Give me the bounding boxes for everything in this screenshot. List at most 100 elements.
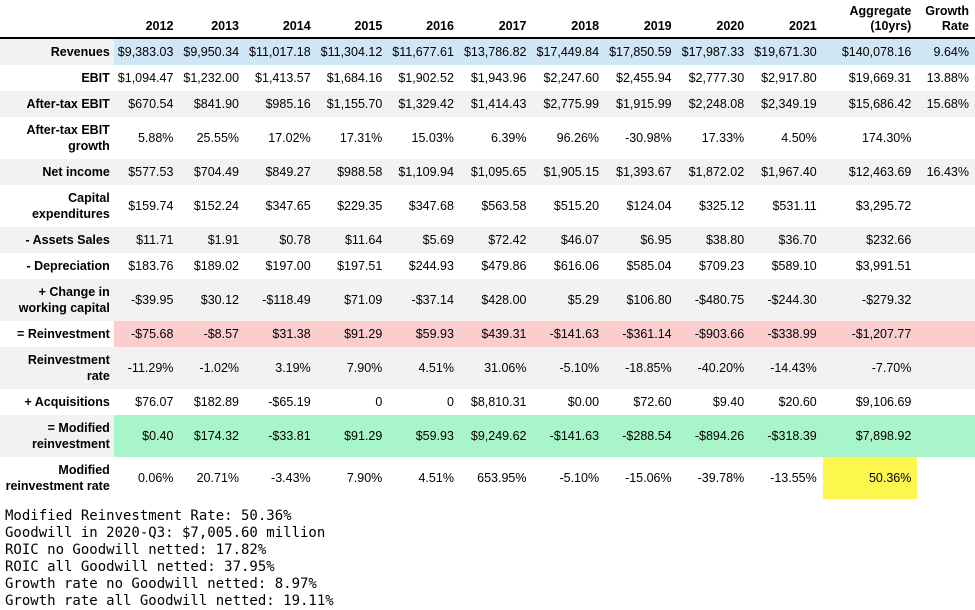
data-cell: -$480.75 <box>677 279 751 321</box>
row-label: Revenues <box>0 38 114 65</box>
data-cell: $479.86 <box>459 253 533 279</box>
data-cell: $59.93 <box>388 415 460 457</box>
note-line: Modified Reinvestment Rate: 50.36% <box>5 508 292 524</box>
data-cell: $439.31 <box>459 321 533 347</box>
financial-table: 2012 2013 2014 2015 2016 2017 2018 2019 2020 2021… <box>0 0 975 499</box>
data-cell: $124.04 <box>605 185 678 227</box>
data-cell: -5.10% <box>532 347 606 389</box>
data-cell: $2,917.80 <box>750 65 823 91</box>
column-header-2014: 2014 <box>245 0 317 39</box>
data-cell: $0.78 <box>245 227 317 253</box>
data-cell: $0.00 <box>532 389 606 415</box>
data-cell <box>917 415 975 457</box>
table-row-modified-reinvestment: = Modified reinvestment $0.40 $174.32 -$33.… <box>0 415 975 457</box>
data-cell: $985.16 <box>245 91 317 117</box>
data-cell: $3,295.72 <box>822 185 918 227</box>
data-cell: -$33.81 <box>245 415 317 457</box>
data-cell: 17.33% <box>677 117 751 159</box>
row-label: - Depreciation <box>0 253 114 279</box>
data-cell: $1,902.52 <box>388 65 460 91</box>
data-cell: 16.43% <box>917 159 975 185</box>
data-cell: $347.65 <box>245 185 317 227</box>
data-cell: $11,017.18 <box>245 38 317 65</box>
column-header-2015: 2015 <box>316 0 389 39</box>
data-cell: 17.31% <box>316 117 389 159</box>
column-header-2012: 2012 <box>113 0 180 39</box>
data-cell: -$141.63 <box>532 321 606 347</box>
data-cell: $11.71 <box>113 227 180 253</box>
table-row-revenues: Revenues $9,383.03 $9,950.34 $11,017.18 $11,… <box>0 38 975 65</box>
data-cell: -$361.14 <box>605 321 678 347</box>
data-cell: $670.54 <box>113 91 180 117</box>
data-cell: $1,414.43 <box>459 91 533 117</box>
data-cell: 20.71% <box>179 457 246 499</box>
data-cell: -11.29% <box>113 347 180 389</box>
data-cell: 3.19% <box>245 347 317 389</box>
data-cell: 15.03% <box>388 117 460 159</box>
data-cell: $46.07 <box>532 227 606 253</box>
data-cell: $1.91 <box>179 227 246 253</box>
data-cell: $244.93 <box>388 253 460 279</box>
data-cell: $159.74 <box>113 185 180 227</box>
data-cell: 0 <box>388 389 460 415</box>
data-cell: $988.58 <box>316 159 389 185</box>
data-cell: 7.90% <box>316 347 389 389</box>
data-cell <box>917 185 975 227</box>
data-cell: $9,383.03 <box>113 38 180 65</box>
data-cell: -$903.66 <box>677 321 751 347</box>
data-cell: $1,329.42 <box>388 91 460 117</box>
table-row-reinvestment-rate: Reinvestment rate -11.29% -1.02% 3.19% 7.90%… <box>0 347 975 389</box>
data-cell: $5.29 <box>532 279 606 321</box>
data-cell: -7.70% <box>822 347 918 389</box>
column-header-2020: 2020 <box>677 0 751 39</box>
data-cell: 13.88% <box>917 65 975 91</box>
note-line: Growth rate no Goodwill netted: 8.97% <box>5 576 317 592</box>
data-cell: $2,247.60 <box>532 65 606 91</box>
column-header-growth-rate: Growth Rate <box>917 0 975 39</box>
data-cell: -$141.63 <box>532 415 606 457</box>
data-cell: $347.68 <box>388 185 460 227</box>
row-label: + Change in working capital <box>0 279 114 321</box>
data-cell: $11,304.12 <box>316 38 389 65</box>
data-cell: $1,094.47 <box>113 65 180 91</box>
data-cell: 4.50% <box>750 117 823 159</box>
data-cell: $704.49 <box>179 159 246 185</box>
data-cell: $9,950.34 <box>179 38 246 65</box>
data-cell: $6.95 <box>605 227 678 253</box>
data-cell: 653.95% <box>459 457 533 499</box>
data-cell: $174.32 <box>179 415 246 457</box>
row-label: EBIT <box>0 65 114 91</box>
data-cell: -$1,207.77 <box>822 321 918 347</box>
table-row-acquisitions: + Acquisitions $76.07 $182.89 -$65.19 0 0 $8,8… <box>0 389 975 415</box>
data-cell: $91.29 <box>316 321 389 347</box>
table-row-change-in-working-capital: + Change in working capital -$39.95 $30.12… <box>0 279 975 321</box>
data-cell: -$8.57 <box>179 321 246 347</box>
table-row-reinvestment: = Reinvestment -$75.68 -$8.57 $31.38 $91.29 $… <box>0 321 975 347</box>
data-cell: -$244.30 <box>750 279 823 321</box>
data-cell: 25.55% <box>179 117 246 159</box>
data-cell: $563.58 <box>459 185 533 227</box>
data-cell: $19,669.31 <box>822 65 918 91</box>
data-cell: -$894.26 <box>677 415 751 457</box>
data-cell: $1,915.99 <box>605 91 678 117</box>
row-label: = Modified reinvestment <box>0 415 114 457</box>
data-cell: 31.06% <box>459 347 533 389</box>
data-cell: $197.00 <box>245 253 317 279</box>
column-header-2016: 2016 <box>388 0 460 39</box>
data-cell: $182.89 <box>179 389 246 415</box>
header-row: 2012 2013 2014 2015 2016 2017 2018 2019 2020 2021… <box>0 0 975 39</box>
data-cell: -15.06% <box>605 457 678 499</box>
data-cell: $7,898.92 <box>822 415 918 457</box>
data-cell: $232.66 <box>822 227 918 253</box>
data-cell: 50.36% <box>822 457 918 499</box>
data-cell: $91.29 <box>316 415 389 457</box>
data-cell: $152.24 <box>179 185 246 227</box>
data-cell: $15,686.42 <box>822 91 918 117</box>
data-cell: 4.51% <box>388 347 460 389</box>
data-cell: -$279.32 <box>822 279 918 321</box>
data-cell: -$39.95 <box>113 279 180 321</box>
data-cell: $2,349.19 <box>750 91 823 117</box>
data-cell: $709.23 <box>677 253 751 279</box>
table-row-assets-sales: - Assets Sales $11.71 $1.91 $0.78 $11.64 $5.6… <box>0 227 975 253</box>
data-cell: $13,786.82 <box>459 38 533 65</box>
